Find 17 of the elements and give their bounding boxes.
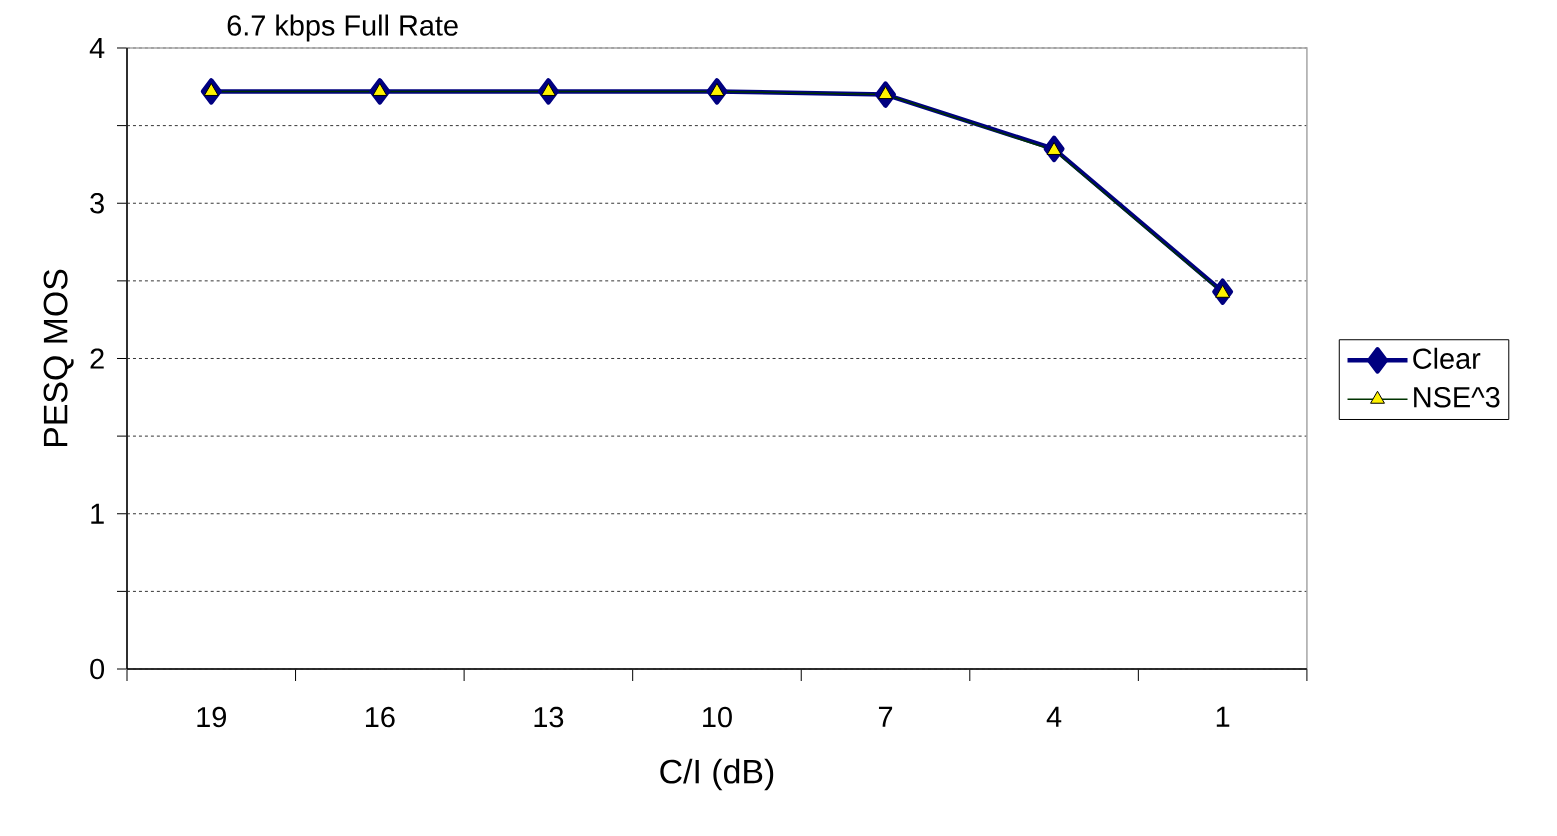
y-tick-label: 4 [89,38,105,58]
legend-label: NSE^3 [1414,386,1500,408]
x-tick-label: 10 [703,706,732,728]
x-tick-label: 13 [534,706,564,728]
x-tick-label: 7 [878,706,893,727]
x-tick-label: 16 [365,706,395,728]
x-tick-label: 1 [1216,706,1230,727]
x-tick-label: 4 [1046,706,1062,727]
x-tick-label: 19 [197,706,226,728]
y-tick-label: 2 [90,348,104,369]
x-axis-title: C/I (dB) [660,758,774,791]
y-axis-title: PESQ MOS [43,269,74,447]
y-tick-label: 3 [90,193,104,214]
legend-label: Clear [1413,347,1481,369]
y-tick-label: 0 [90,658,105,680]
y-tick-label: 1 [91,503,104,524]
chart-title: 6.7 kbps Full Rate [227,14,458,42]
